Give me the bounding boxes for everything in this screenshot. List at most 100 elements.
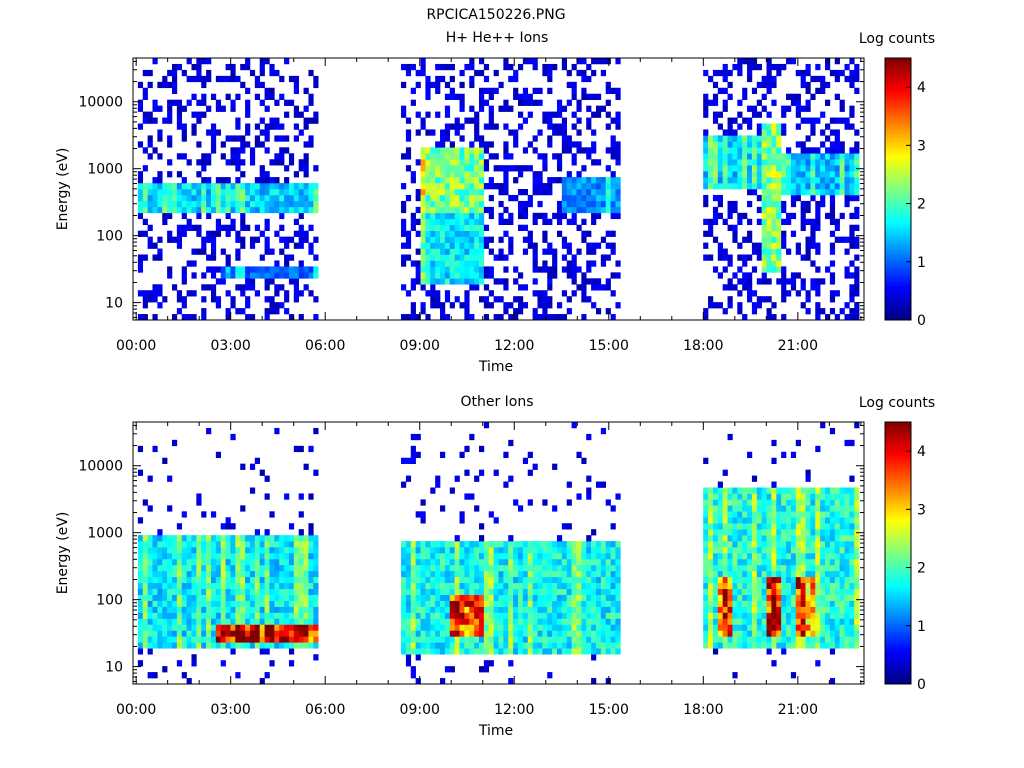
heatmap-cell [157,553,163,560]
heatmap-cell [732,147,738,154]
heatmap-cell [561,576,568,584]
heatmap-cell [513,570,519,578]
heatmap-cell [586,433,592,441]
heatmap-cell [142,594,148,601]
heatmap-cell [703,218,709,226]
heatmap-cell [152,594,158,601]
heatmap-cell [556,159,563,166]
heatmap-cell [137,642,144,649]
heatmap-cell [415,189,421,196]
heatmap-cell [503,636,509,643]
heatmap-cell [727,147,733,154]
heatmap-cell [210,242,217,249]
heatmap-cell [795,242,801,249]
heatmap-cell [254,624,260,631]
heatmap-cell [167,564,173,572]
heatmap-cell [522,284,529,291]
heatmap-cell [703,165,709,172]
heatmap-cell [464,189,470,196]
heatmap-cell [235,236,241,243]
heatmap-cell [829,278,836,285]
heatmap-cell [274,302,280,309]
heatmap-cell [771,194,777,202]
heatmap-cell [781,200,787,208]
heatmap-cell [517,618,524,625]
heatmap-cell [440,159,446,166]
heatmap-cell [532,558,538,566]
heatmap-cell [425,194,431,202]
heatmap-cell [430,570,436,578]
colorbar-segment [885,233,911,237]
heatmap-cell [454,588,460,595]
heatmap-cell [152,582,158,590]
heatmap-cell [849,189,855,196]
heatmap-cell [595,206,602,214]
heatmap-cell [732,642,738,649]
heatmap-cell [561,266,568,273]
heatmap-cell [605,588,611,595]
heatmap-cell [751,183,758,190]
heatmap-cell [210,570,217,578]
heatmap-cell [513,177,519,184]
heatmap-cell [274,177,280,184]
heatmap-cell [586,296,592,303]
heatmap-cell [766,230,772,237]
heatmap-cell [771,660,777,667]
heatmap-cell [435,582,441,590]
heatmap-cell [435,642,441,649]
heatmap-cell [459,511,465,518]
heatmap-cell [420,618,426,625]
heatmap-cell [430,624,436,631]
heatmap-cell [176,236,183,243]
heatmap-cell [191,248,197,255]
heatmap-cell [420,224,426,231]
heatmap-cell [708,558,714,566]
heatmap-cell [537,189,543,196]
heatmap-cell [566,69,572,77]
heatmap-cell [176,153,183,160]
heatmap-cell [459,600,465,607]
heatmap-cell [259,570,265,578]
heatmap-cell [600,547,607,554]
heatmap-cell [254,535,260,542]
heatmap-cell [440,141,446,148]
heatmap-cell [503,612,509,619]
heatmap-cell [206,564,212,572]
heatmap-cell [600,582,607,590]
heatmap-cell [230,194,236,202]
heatmap-cell [722,636,728,643]
heatmap-cell [249,558,256,566]
heatmap-cell [308,135,314,142]
heatmap-cell [800,612,806,619]
heatmap-cell [839,117,845,124]
heatmap-cell [732,636,738,643]
heatmap-cell [576,570,582,578]
heatmap-cell [703,535,709,542]
heatmap-cell [474,194,480,202]
heatmap-cell [444,81,451,89]
heatmap-cell [810,194,816,202]
heatmap-cell [849,159,855,166]
heatmap-cell [717,248,723,255]
heatmap-cell [722,558,728,566]
heatmap-cell [474,564,480,572]
heatmap-cell [605,177,611,184]
heatmap-cell [410,99,416,106]
heatmap-cell [245,624,251,631]
heatmap-cell [600,648,607,655]
heatmap-cell [722,266,728,273]
heatmap-cell [766,123,772,130]
heatmap-cell [245,296,251,303]
heatmap-cell [137,290,144,297]
heatmap-cell [415,630,421,637]
heatmap-cell [742,642,748,649]
heatmap-cell [547,278,553,285]
heatmap-cell [712,523,719,530]
heatmap-cell [430,278,436,285]
heatmap-cell [220,272,226,279]
heatmap-cell [561,58,568,65]
heatmap-cell [727,553,733,560]
heatmap-cell [542,541,548,548]
heatmap-cell [747,254,753,261]
heatmap-cell [605,606,611,613]
